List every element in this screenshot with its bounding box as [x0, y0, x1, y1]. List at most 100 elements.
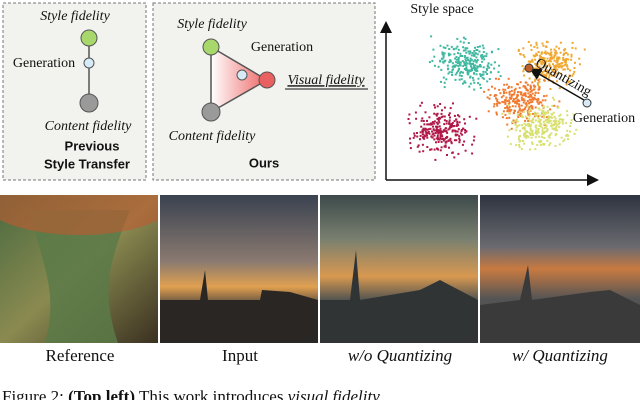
scatter-dot — [439, 149, 442, 152]
scatter-dot — [565, 122, 568, 125]
scatter-dot — [508, 110, 511, 113]
scatter-dot — [435, 137, 438, 140]
scatter-dot — [537, 120, 540, 123]
caption-bold: (Top left) — [68, 387, 135, 400]
title: Style Transfer — [44, 156, 130, 171]
scatter-dot — [424, 127, 427, 130]
scatter-dot — [439, 137, 442, 140]
scatter-dot — [508, 96, 511, 99]
scatter-dot — [536, 46, 539, 49]
caption-label: Figure 2: — [2, 387, 64, 400]
scatter-dot — [445, 78, 448, 81]
scatter-dot — [523, 142, 526, 145]
scatter-dot — [519, 93, 522, 96]
scatter-dot — [543, 123, 546, 126]
scatter-dot — [519, 135, 521, 137]
scatter-dot — [523, 68, 525, 71]
scatter-dot — [514, 87, 517, 90]
scatter-dot — [531, 141, 534, 144]
scatter-dot — [457, 68, 460, 71]
scatter-dot — [540, 122, 543, 125]
quantize-arrow — [529, 68, 585, 101]
scatter-dot — [475, 56, 478, 59]
scatter-dot — [546, 51, 549, 54]
scatter-dot — [455, 58, 458, 61]
scatter-dot — [529, 132, 532, 135]
scatter-dot — [523, 126, 526, 129]
scatter-dot — [426, 119, 428, 122]
scatter-dot — [467, 42, 470, 44]
scatter-dot — [551, 127, 554, 130]
scatter-dot — [556, 59, 559, 62]
caption-emph: visual fidelity — [288, 387, 381, 400]
scatter-dot — [519, 112, 522, 115]
scatter-dot — [518, 143, 521, 146]
scatter-dot — [556, 57, 558, 60]
scatter-dot — [566, 65, 569, 68]
scatter-dot — [498, 101, 501, 104]
scatter-dot — [549, 119, 552, 122]
scatter-dot — [537, 117, 540, 119]
scatter-dot — [534, 79, 536, 82]
scatter-dot — [578, 63, 581, 66]
scatter-dot — [533, 88, 536, 91]
scatter-dot — [514, 123, 517, 126]
scatter-dot — [553, 65, 556, 68]
scatter-dot — [532, 121, 535, 124]
image-label: w/o Quantizing — [348, 346, 452, 365]
scatter-dot — [424, 135, 427, 138]
scatter-dot — [517, 48, 520, 51]
scatter-dot — [541, 133, 544, 136]
scatter-dot — [441, 115, 444, 118]
scatter-dot — [462, 82, 464, 85]
image-label: Input — [222, 346, 258, 365]
scatter-dot — [438, 130, 441, 133]
scatter-dot — [454, 78, 457, 81]
scatter-dot — [502, 88, 505, 91]
scatter-dot — [553, 48, 556, 51]
scatter-dot — [474, 67, 477, 70]
scatter-dot — [535, 43, 538, 46]
scatter-dot — [540, 63, 543, 66]
scatter-dot — [539, 114, 541, 117]
scatter-dot — [548, 73, 551, 76]
scatter-dot — [516, 113, 519, 116]
scatter-dot — [573, 70, 576, 73]
scatter-dot — [521, 124, 524, 127]
scatter-dot — [545, 124, 548, 127]
scatter-dot — [473, 50, 476, 52]
scatter-dot — [478, 65, 481, 68]
scatter-dot — [564, 61, 567, 63]
scatter-dot — [535, 129, 538, 132]
scatter-dot — [457, 114, 459, 117]
scatter-dot — [522, 94, 525, 97]
scatter-dot — [563, 58, 566, 61]
scatter-dot — [563, 138, 566, 141]
scatter-dot — [520, 109, 523, 112]
scatter-dot — [442, 137, 444, 140]
scatter-dot — [547, 135, 550, 138]
scatter-dot — [479, 64, 482, 66]
scatter-dot — [546, 110, 549, 112]
scatter-dot — [479, 83, 481, 86]
scatter-dot — [550, 54, 553, 57]
scatter-dot — [506, 135, 509, 138]
scatter-dot — [433, 104, 436, 107]
scatter-dot — [534, 119, 537, 122]
scatter-dot — [440, 116, 443, 119]
scatter-dot — [529, 86, 532, 88]
scatter-dot — [540, 125, 543, 128]
panel-previous: Style fidelity Generation Content fideli… — [2, 2, 147, 181]
scatter-dot — [475, 117, 478, 120]
scatter-dot — [427, 128, 430, 131]
scatter-dot — [499, 75, 502, 78]
content-node — [201, 102, 221, 122]
scatter-dot — [458, 137, 461, 140]
scatter-dot — [503, 83, 506, 86]
scatter-dot — [531, 58, 534, 61]
scatter-dot — [516, 94, 519, 97]
scatter-dot — [456, 45, 459, 48]
scatter-dot — [562, 118, 565, 121]
scatter-dot — [505, 91, 508, 94]
scatter-dot — [518, 107, 521, 110]
